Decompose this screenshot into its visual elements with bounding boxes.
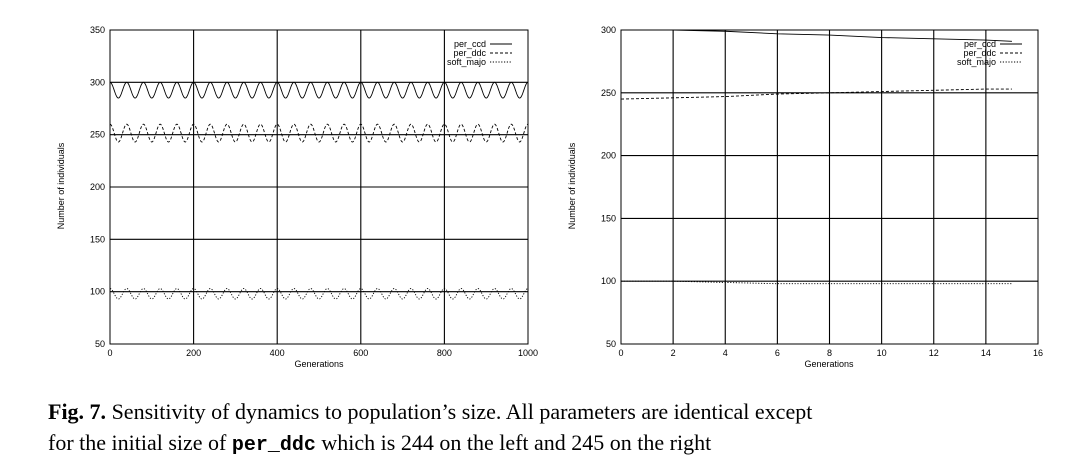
left-ytick-label: 200 [90, 182, 105, 192]
left-ytick-label: 100 [90, 287, 105, 297]
right-series-per_ccd [621, 29, 1012, 42]
caption-text-2b: which is 244 on the left and 245 on the … [321, 430, 712, 455]
right-series-soft_majo [621, 280, 1012, 285]
right-xtick-label: 12 [929, 348, 939, 358]
left-xtick-label: 1000 [518, 348, 538, 358]
left-xtick-label: 600 [353, 348, 368, 358]
right-ylabel: Number of individuals [567, 142, 577, 229]
left-legend-label-per_ddc: per_ddc [453, 48, 486, 58]
right-xlabel: Generations [804, 359, 854, 369]
left-series-per_ddc [109, 123, 529, 143]
left-ytick-label: 50 [95, 339, 105, 349]
right-ytick-label: 50 [606, 339, 616, 349]
left-ytick-label: 350 [90, 25, 105, 35]
left-xtick-label: 0 [107, 348, 112, 358]
right-xtick-label: 0 [618, 348, 623, 358]
right-ytick-label: 100 [601, 276, 616, 286]
right-plot-frame [620, 29, 1039, 345]
left-legend-label-per_ccd: per_ccd [454, 39, 486, 49]
right-xtick-label: 14 [981, 348, 991, 358]
left-ytick-label: 150 [90, 234, 105, 244]
left-xtick-label: 400 [270, 348, 285, 358]
right-ytick-label: 250 [601, 88, 616, 98]
left-ytick-label: 300 [90, 77, 105, 87]
caption-text-2a: for the initial size of [48, 430, 227, 455]
right-xtick-label: 16 [1033, 348, 1043, 358]
right-ytick-label: 300 [601, 25, 616, 35]
right-xtick-label: 4 [723, 348, 728, 358]
left-plot-frame [109, 29, 529, 345]
caption-line-1: Fig. 7. Sensitivity of dynamics to popul… [48, 396, 1078, 427]
right-xtick-label: 2 [671, 348, 676, 358]
left-series-per_ccd [109, 81, 529, 99]
right-ytick-label: 150 [601, 213, 616, 223]
left-legend-label-soft_majo: soft_majo [447, 57, 486, 67]
right-xtick-label: 6 [775, 348, 780, 358]
right-series-per_ddc [620, 88, 1012, 100]
left-ytick-label: 250 [90, 130, 105, 140]
right-ytick-label: 200 [601, 151, 616, 161]
caption-line-2: for the initial size of per_ddc which is… [48, 427, 1078, 461]
right-legend-label-per_ddc: per_ddc [963, 48, 996, 58]
left-xlabel: Generations [294, 359, 344, 369]
right-legend-label-soft_majo: soft_majo [957, 57, 996, 67]
caption-text-1: Sensitivity of dynamics to population’s … [111, 399, 813, 424]
left-xtick-label: 200 [186, 348, 201, 358]
right-xtick-label: 8 [827, 348, 832, 358]
caption-code: per_ddc [231, 434, 316, 457]
left-chart: Number of individuals Generations 0 200 40… [56, 25, 538, 369]
left-xtick-label: 800 [437, 348, 452, 358]
figure-caption: Fig. 7. Sensitivity of dynamics to popul… [48, 396, 1078, 461]
right-chart: Number of individuals Generations 0 2 4 6 8 1… [567, 25, 1043, 369]
right-xtick-label: 10 [877, 348, 887, 358]
figure: Number of individuals Generations 0 200 40… [56, 25, 1043, 369]
right-legend-label-per_ccd: per_ccd [964, 39, 996, 49]
left-series-soft_majo [109, 288, 529, 300]
caption-figure-label: Fig. 7. [48, 399, 107, 424]
left-ylabel: Number of individuals [56, 142, 66, 229]
